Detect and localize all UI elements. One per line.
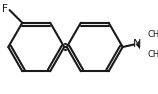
- Text: CH₃: CH₃: [147, 30, 158, 39]
- Text: N: N: [133, 39, 141, 49]
- Text: F: F: [2, 4, 8, 14]
- Text: CH₃: CH₃: [147, 50, 158, 59]
